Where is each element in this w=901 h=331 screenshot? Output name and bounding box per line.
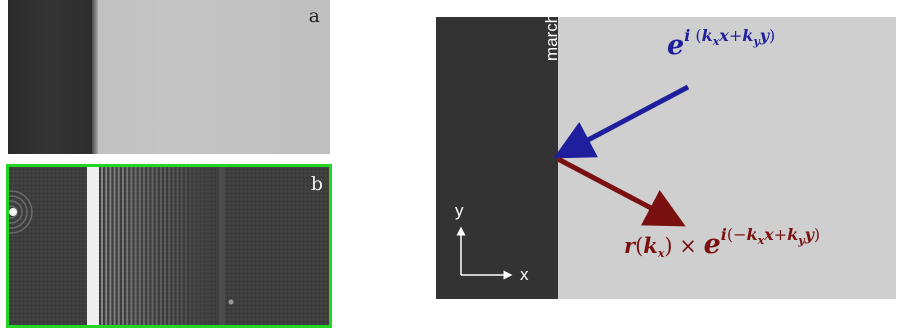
fringe-line <box>113 167 116 325</box>
fringe-line <box>206 167 208 325</box>
fringe-line <box>151 167 154 325</box>
panel-a-photo: a <box>8 0 330 154</box>
fringe-line <box>197 167 200 325</box>
fringe-line <box>168 167 171 325</box>
arrows-layer <box>456 84 690 280</box>
panel-b-photo: b <box>6 164 332 328</box>
fringe-line <box>134 167 137 325</box>
fringe-line <box>105 167 108 325</box>
step-wall <box>436 17 558 299</box>
fringe-line <box>159 167 162 325</box>
fringe-line <box>109 167 112 325</box>
panel-b-label: b <box>310 173 323 195</box>
fringe-line <box>117 167 120 325</box>
faint-band <box>219 167 225 325</box>
fringe-line <box>126 167 129 325</box>
fringe-pattern <box>9 167 329 325</box>
panel-a-label: a <box>308 5 320 27</box>
fringe-line <box>193 167 196 325</box>
fringe-line <box>180 167 183 325</box>
fringe-line <box>185 167 187 325</box>
fringe-line <box>138 167 141 325</box>
incident-wave-formula: ei (kxx+kyy) <box>667 26 776 61</box>
fringe-line <box>155 167 158 325</box>
fringe-line <box>143 167 145 325</box>
step-dark-region <box>8 0 92 154</box>
scatterer-dot <box>9 208 17 216</box>
fringe-line <box>172 167 175 325</box>
fringe-line <box>164 167 166 325</box>
reflection-diagram: marche y x ei (kxx+kyy) r(kx) × ei(−kxx+… <box>436 4 896 299</box>
x-axis-label: x <box>520 265 529 284</box>
fringe-line <box>130 167 133 325</box>
fringe-line <box>101 167 103 325</box>
fringe-line <box>147 167 150 325</box>
fringe-line <box>201 167 204 325</box>
fringe-line <box>122 167 124 325</box>
incident-wave-arrow <box>553 84 690 159</box>
reflected-wave-arrow <box>556 156 686 227</box>
small-defect-dot <box>228 299 234 305</box>
fringe-line <box>176 167 179 325</box>
y-axis-label: y <box>455 201 464 220</box>
bright-step-band <box>87 167 99 325</box>
fringe-line <box>189 167 192 325</box>
step-edge <box>92 0 98 154</box>
reflected-wave-formula: r(kx) × ei(−kxx+kyy) <box>624 225 821 260</box>
